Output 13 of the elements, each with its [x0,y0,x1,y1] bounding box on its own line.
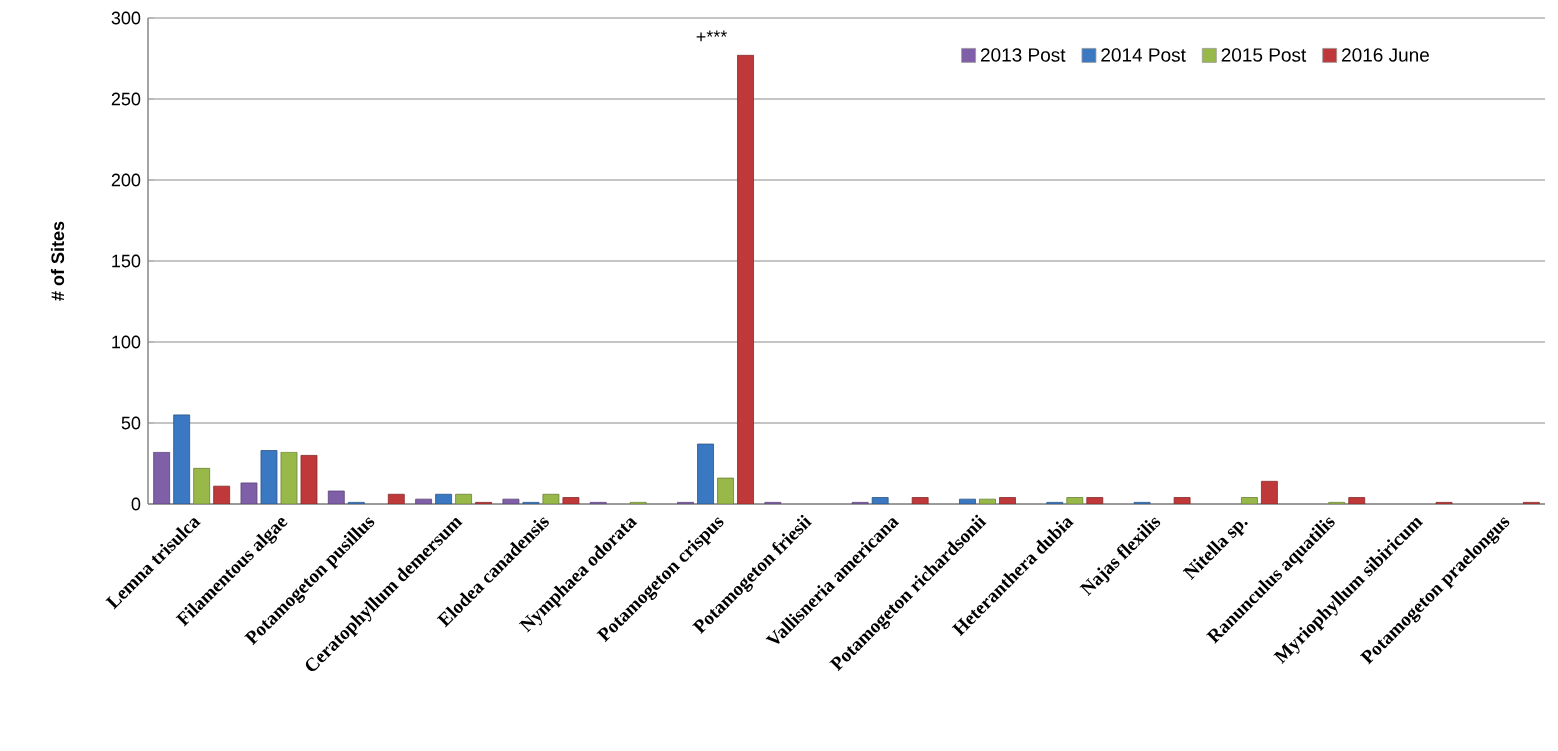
y-tick-label: 300 [111,11,141,25]
y-tick-label: 50 [121,416,141,430]
legend-label: 2013 Post [980,48,1066,62]
legend-label: 2016 June [1342,48,1429,62]
y-tick-label: 250 [111,92,141,106]
legend-label: 2015 Post [1221,48,1307,62]
y-tick-label: 150 [112,254,141,268]
y-tick-label: 100 [112,335,141,349]
y-axis-title: # of Sites [50,221,65,301]
legend-label: 2014 Post [1101,48,1186,62]
y-tick-label: 200 [111,173,141,187]
annotation: +*** [696,30,727,42]
y-tick-label: 0 [131,497,141,511]
